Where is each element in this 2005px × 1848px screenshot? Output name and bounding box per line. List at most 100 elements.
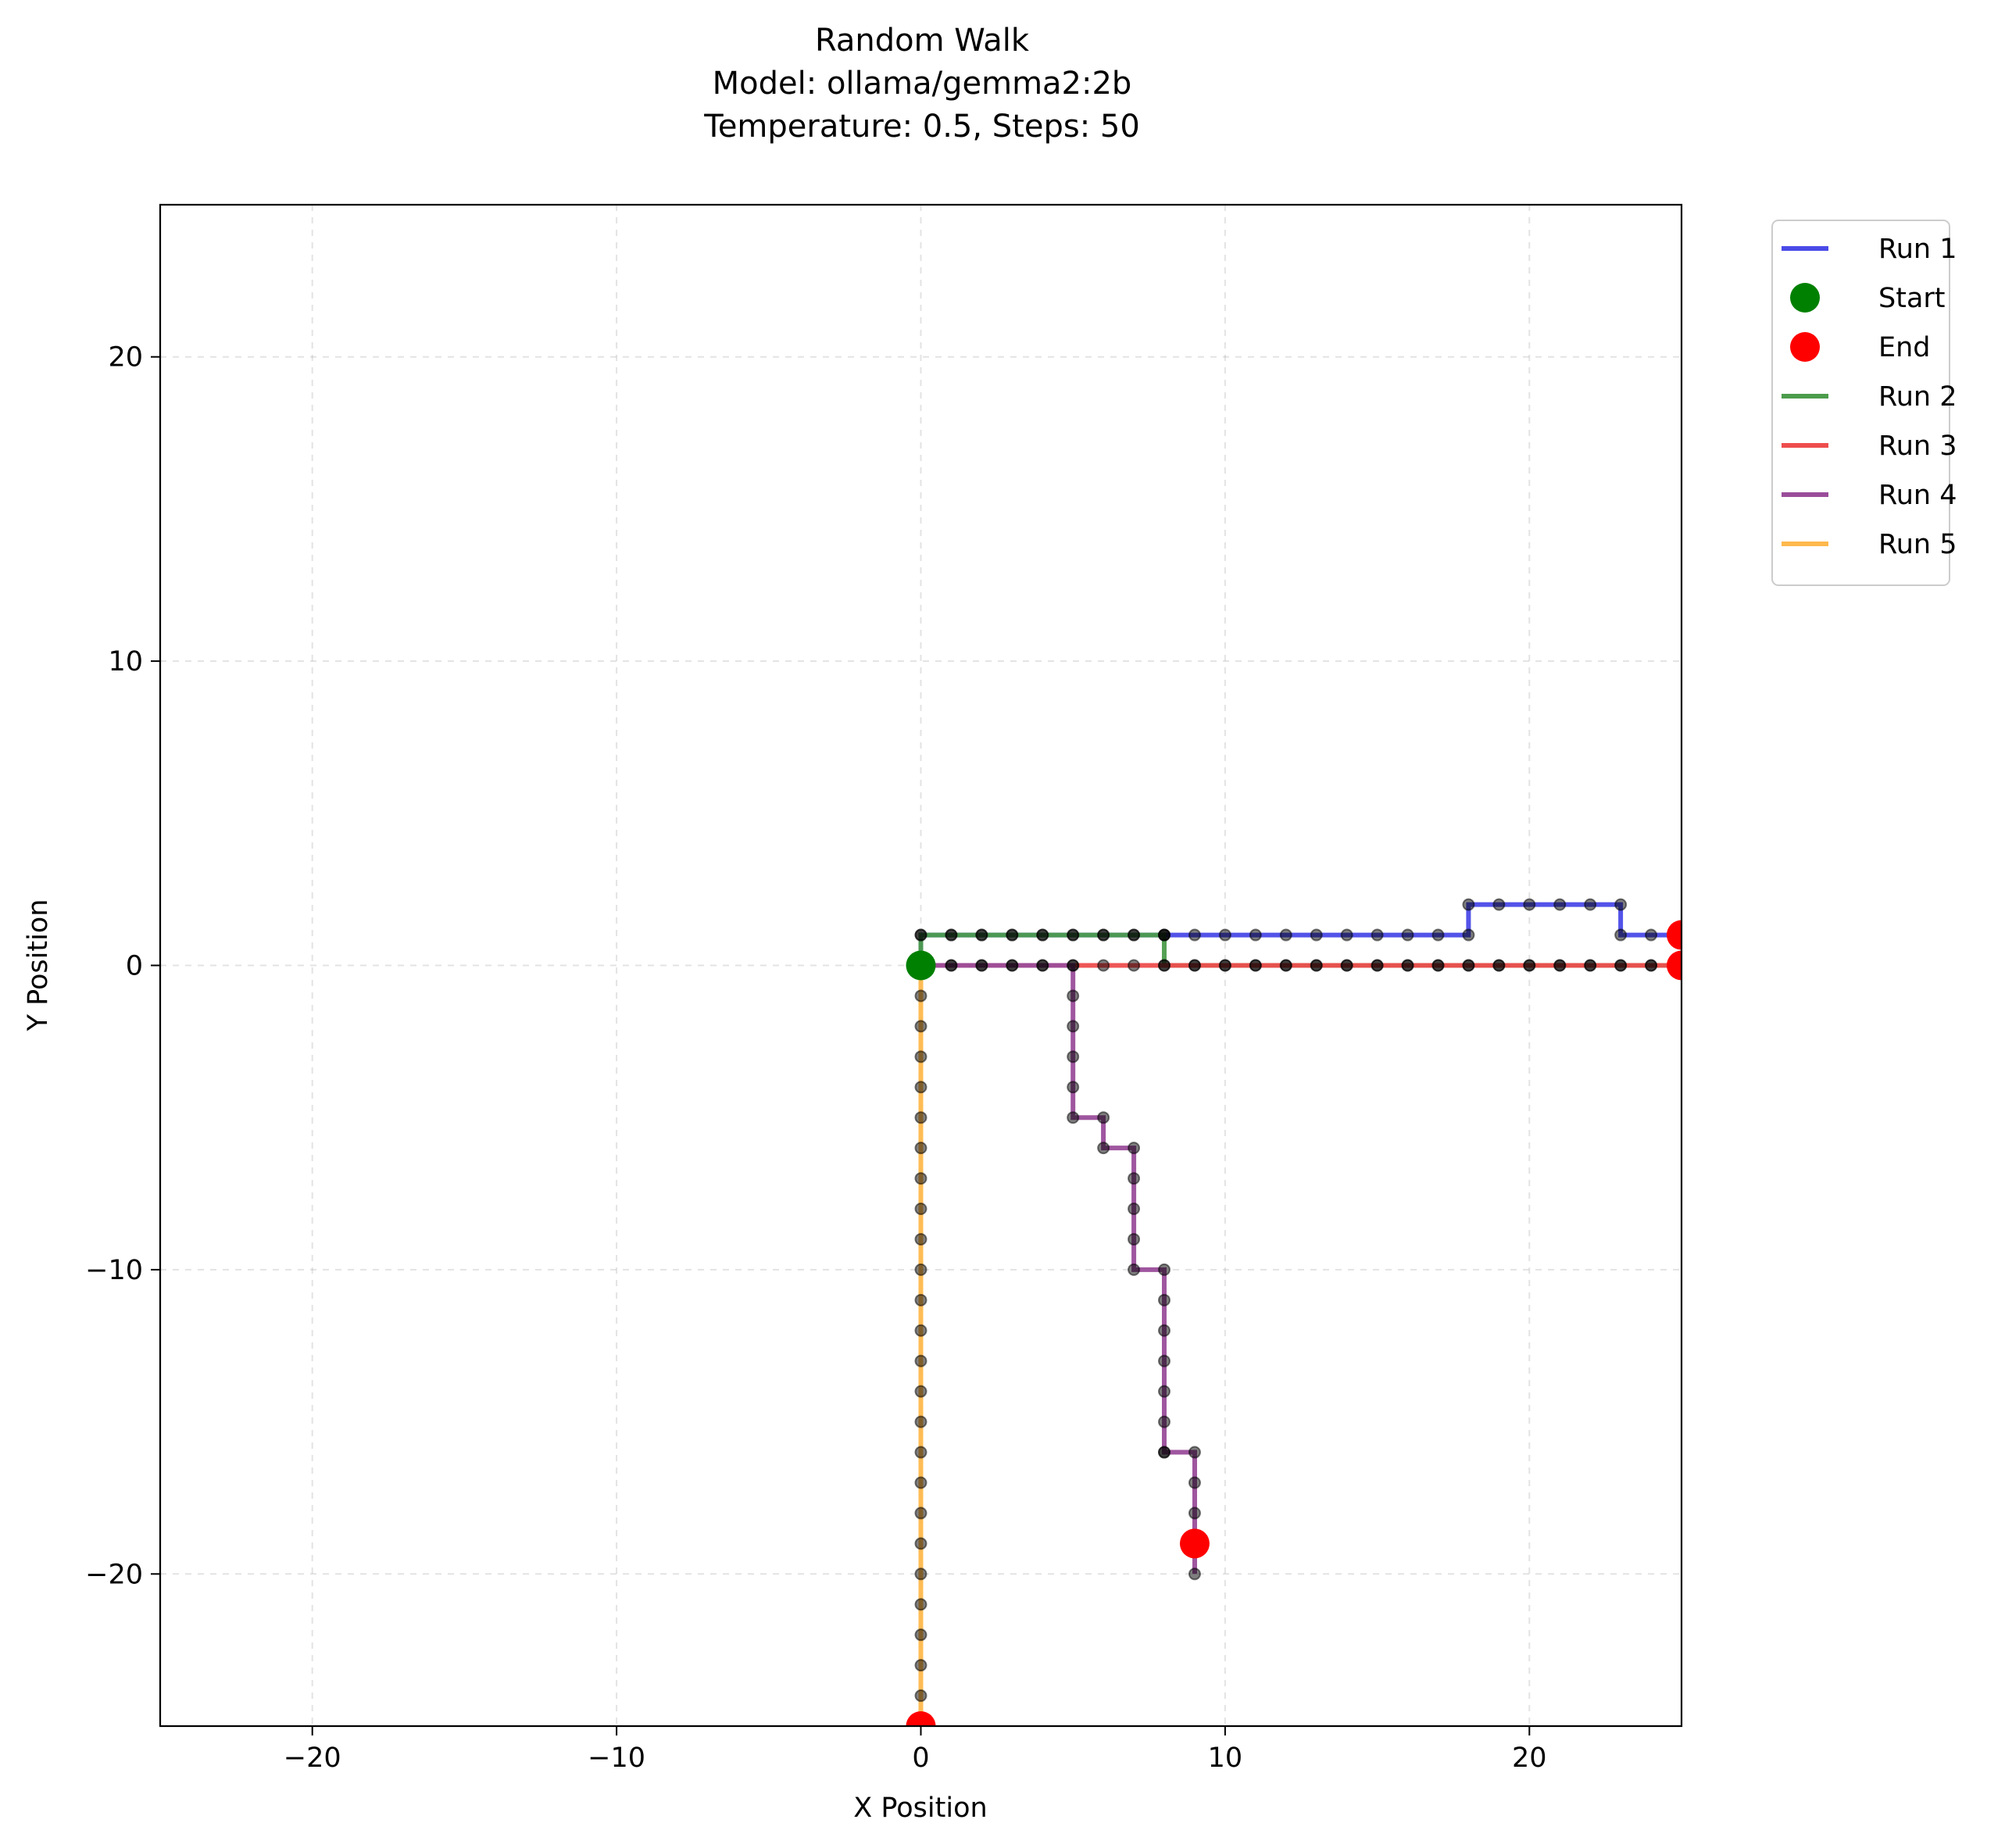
step-point-run-3 (1462, 959, 1475, 972)
step-point-run-1 (1279, 928, 1292, 942)
step-point-run-1 (1462, 898, 1475, 911)
step-point-run-4 (1067, 1020, 1080, 1033)
step-point-run-5 (914, 1659, 927, 1672)
step-point-run-4 (1006, 959, 1019, 972)
end-marker (1179, 1528, 1210, 1559)
legend: Run 1 Start End Run 2 Run 3 Run 4 Run 5 (1771, 220, 1957, 586)
step-point-run-4 (1188, 1507, 1201, 1520)
step-point-run-4 (1128, 1172, 1141, 1185)
step-point-run-4 (1128, 1203, 1141, 1216)
legend-label-run-1: Run 1 (1878, 234, 1957, 265)
step-point-run-4 (1128, 1232, 1141, 1246)
title-line-1: Random Walk (815, 23, 1030, 59)
step-point-run-4 (975, 959, 988, 972)
step-point-run-3 (1158, 959, 1171, 972)
step-point-run-4 (1067, 989, 1080, 1003)
step-point-run-3 (1218, 959, 1231, 972)
title-line-2: Model: ollama/gemma2:2b (713, 66, 1132, 102)
step-point-run-5 (914, 989, 927, 1003)
legend-label-run-2: Run 2 (1878, 381, 1957, 413)
step-point-run-5 (914, 1507, 927, 1520)
step-point-run-1 (1614, 898, 1628, 911)
step-point-run-5 (914, 1232, 927, 1246)
step-point-run-3 (1614, 959, 1628, 972)
legend-label-start: Start (1878, 283, 1946, 314)
step-markers (914, 898, 1682, 1726)
step-point-run-4 (1097, 1111, 1110, 1124)
step-point-run-1 (1401, 928, 1414, 942)
step-point-run-4 (1067, 1050, 1080, 1063)
step-point-run-5 (914, 1263, 927, 1276)
step-point-run-1 (1645, 928, 1658, 942)
step-point-run-5 (914, 1385, 927, 1398)
step-point-run-1 (1614, 928, 1628, 942)
step-point-run-2 (1067, 928, 1080, 942)
step-point-run-5 (914, 1324, 927, 1337)
y-axis-label: Y Position (23, 899, 54, 1032)
step-point-run-2 (1158, 928, 1171, 942)
step-point-run-3 (1431, 959, 1445, 972)
step-point-run-5 (914, 1567, 927, 1581)
x-tick-label: 20 (1512, 1743, 1547, 1774)
legend-swatch-start (1790, 283, 1820, 313)
step-point-run-1 (1218, 928, 1231, 942)
step-point-run-4 (1128, 1263, 1141, 1276)
title-line-3: Temperature: 0.5, Steps: 50 (703, 109, 1140, 145)
x-tick-label: −20 (284, 1743, 341, 1774)
step-point-run-2 (914, 928, 927, 942)
step-point-run-3 (1371, 959, 1384, 972)
step-point-run-1 (1340, 928, 1353, 942)
step-point-run-4 (1188, 1567, 1201, 1581)
step-point-run-4 (1188, 1446, 1201, 1459)
step-point-run-3 (1553, 959, 1567, 972)
step-point-run-3 (1097, 959, 1110, 972)
step-point-run-4 (1158, 1293, 1171, 1306)
x-tick-label: 0 (912, 1743, 929, 1774)
step-point-run-4 (1158, 1415, 1171, 1428)
step-point-run-4 (1158, 1446, 1171, 1459)
end-marker (1667, 920, 1682, 950)
step-point-run-5 (914, 1415, 927, 1428)
y-tick-label: −20 (85, 1559, 143, 1590)
step-point-run-1 (1553, 898, 1567, 911)
step-point-run-3 (1401, 959, 1414, 972)
step-point-run-2 (1128, 928, 1141, 942)
step-point-run-2 (975, 928, 988, 942)
step-point-run-3 (1584, 959, 1597, 972)
step-point-run-4 (1067, 959, 1080, 972)
axis-ticks: −20 −10 0 10 20 −20 −10 0 10 20 (85, 342, 1546, 1774)
step-point-run-1 (1188, 928, 1201, 942)
step-point-run-5 (914, 1628, 927, 1642)
step-point-run-5 (914, 1111, 927, 1124)
step-point-run-3 (1188, 959, 1201, 972)
step-point-run-2 (1097, 928, 1110, 942)
step-point-run-3 (1279, 959, 1292, 972)
legend-label-run-3: Run 3 (1878, 431, 1957, 462)
step-point-run-4 (1158, 1354, 1171, 1367)
step-point-run-1 (1310, 928, 1323, 942)
step-point-run-5 (914, 1537, 927, 1550)
step-point-run-2 (945, 928, 958, 942)
legend-label-run-4: Run 4 (1878, 480, 1957, 511)
series-lines (918, 902, 1682, 1726)
step-point-run-4 (1067, 1081, 1080, 1094)
step-point-run-4 (1158, 1385, 1171, 1398)
step-point-run-4 (1097, 1142, 1110, 1155)
step-point-run-3 (1645, 959, 1658, 972)
x-tick-label: 10 (1208, 1743, 1243, 1774)
step-point-run-1 (1249, 928, 1262, 942)
step-point-run-2 (1036, 928, 1049, 942)
endpoint-markers (906, 920, 1682, 1726)
step-point-run-5 (914, 1081, 927, 1094)
step-point-run-4 (1158, 1324, 1171, 1337)
step-point-run-5 (914, 1598, 927, 1611)
end-marker (906, 1711, 936, 1726)
step-point-run-5 (914, 1050, 927, 1063)
step-point-run-3 (1310, 959, 1323, 972)
step-point-run-5 (914, 1476, 927, 1489)
step-point-run-3 (1523, 959, 1536, 972)
step-point-run-4 (1158, 1263, 1171, 1276)
step-point-run-3 (1249, 959, 1262, 972)
y-tick-label: 0 (126, 951, 143, 982)
